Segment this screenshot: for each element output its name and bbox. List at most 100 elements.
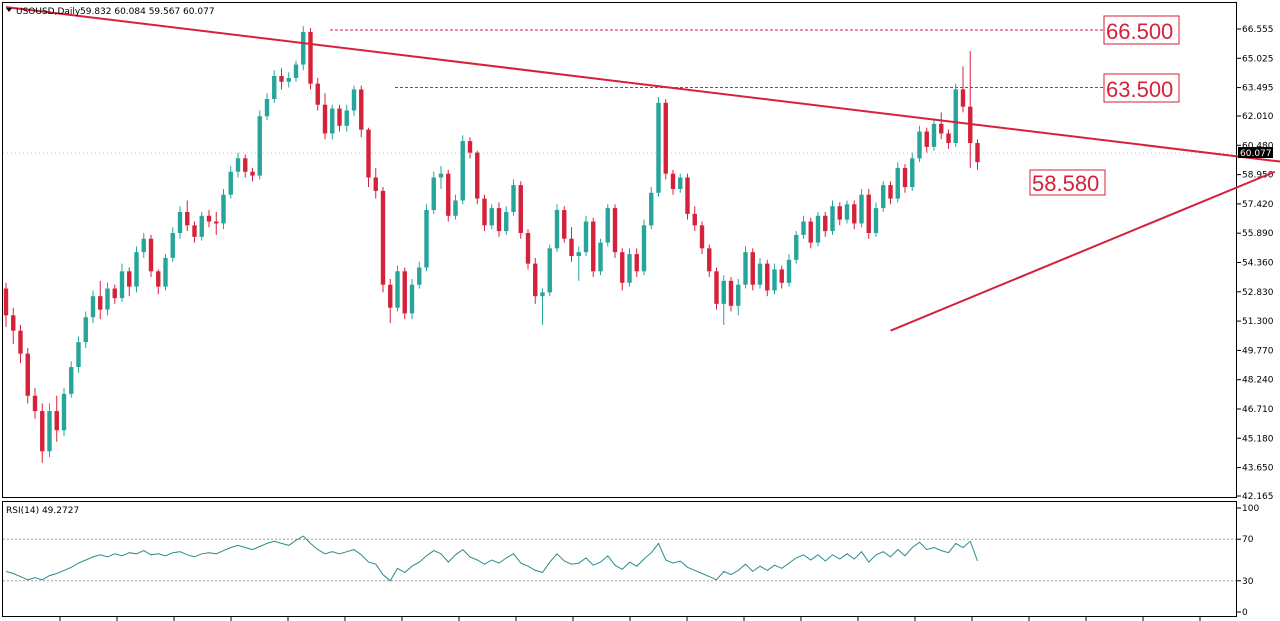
candle	[214, 211, 219, 235]
candle-body	[380, 190, 386, 285]
candle-body	[438, 173, 444, 178]
price-tick-label: 45.180	[1242, 434, 1274, 444]
candle	[409, 278, 415, 320]
candle-body	[504, 211, 509, 232]
candle-body	[192, 225, 197, 237]
candle	[569, 227, 574, 262]
candle	[750, 248, 755, 291]
candle-body	[424, 210, 429, 268]
candle	[446, 169, 451, 222]
price-tick-label: 66.555	[1242, 25, 1274, 35]
candle	[612, 204, 618, 258]
candle	[359, 85, 364, 138]
candle-body	[801, 221, 806, 235]
candle-body	[214, 221, 219, 224]
trendline-ascending-support[interactable]	[890, 170, 1276, 332]
rsi-line	[5, 535, 978, 582]
candle-body	[554, 210, 560, 249]
candle	[90, 290, 96, 324]
rsi-header: RSI(14) 49.2727	[6, 506, 79, 516]
candle-body	[866, 194, 871, 234]
rsi-tick-label: 30	[1242, 577, 1254, 587]
price-axis: 66.555 65.025 63.495 62.010 60.480 58.950 57.4…	[1237, 25, 1274, 502]
candle-body	[119, 271, 125, 299]
candle	[931, 118, 937, 151]
candle	[692, 206, 697, 232]
candle-body	[264, 98, 270, 117]
candle-body	[286, 77, 291, 82]
symbol-label: USOUSD,Daily	[16, 7, 81, 17]
candle-body	[772, 269, 777, 291]
candle-body	[467, 141, 473, 153]
candle-body	[960, 89, 966, 107]
candle-body	[663, 102, 668, 174]
candle-body	[627, 254, 632, 283]
candle-body	[402, 271, 407, 314]
candle	[250, 167, 255, 182]
candle	[402, 267, 407, 320]
candle	[779, 265, 784, 289]
candle-body	[32, 395, 38, 412]
candle	[322, 93, 328, 140]
candle-body	[583, 221, 589, 253]
price-pane[interactable]	[2, 2, 1237, 498]
candle	[424, 204, 429, 272]
candle-body	[453, 200, 458, 216]
candle	[417, 261, 422, 289]
candle-body	[163, 257, 168, 287]
candle	[533, 257, 538, 304]
candle	[801, 215, 806, 239]
candle	[272, 70, 277, 103]
candle-body	[250, 171, 255, 176]
candle-body	[409, 284, 415, 314]
candle	[228, 165, 233, 199]
candle-body	[786, 259, 792, 283]
candle-body	[315, 83, 320, 105]
candle-body	[743, 252, 748, 285]
candle	[467, 137, 473, 159]
candle-body	[837, 206, 842, 220]
candle-body	[808, 221, 813, 243]
candle-body	[562, 210, 567, 239]
current-price-tag	[1238, 147, 1273, 158]
candle-body	[185, 211, 190, 226]
rsi-pane[interactable]	[2, 501, 1237, 617]
candle	[148, 234, 154, 278]
symbol-dropdown-icon[interactable]	[6, 8, 12, 12]
candle-body	[540, 292, 545, 297]
candle	[917, 125, 922, 163]
candle	[743, 246, 748, 289]
candle-body	[431, 177, 436, 211]
candle	[910, 152, 915, 191]
price-tick-label: 65.025	[1242, 54, 1274, 64]
candle	[105, 282, 110, 316]
rsi-axis: 100 70 30 0	[59, 504, 1259, 621]
candle-body	[511, 185, 516, 212]
candle-body	[815, 215, 821, 243]
candle	[757, 257, 763, 289]
candle-body	[656, 102, 661, 193]
candle-body	[779, 269, 784, 283]
candle-body	[518, 185, 523, 234]
candle-body	[844, 204, 850, 220]
candle-body	[76, 342, 81, 368]
candle-body	[634, 254, 639, 272]
rsi-tick-label: 100	[1242, 504, 1259, 514]
candle-body	[330, 108, 335, 134]
candle	[337, 104, 342, 132]
candle-body	[670, 173, 676, 189]
rsi-tick-label: 0	[1242, 608, 1248, 618]
candle	[380, 187, 386, 293]
candle-body	[649, 192, 654, 226]
candle	[69, 361, 74, 398]
candle	[895, 162, 900, 203]
candle	[40, 403, 45, 463]
candle	[112, 284, 117, 304]
candle-body	[525, 233, 531, 264]
trendlines	[5, 6, 1280, 332]
trendline-descending-resistance[interactable]	[5, 6, 1280, 200]
candle	[98, 280, 103, 320]
candle-body	[830, 206, 835, 232]
candle-body	[170, 233, 175, 258]
